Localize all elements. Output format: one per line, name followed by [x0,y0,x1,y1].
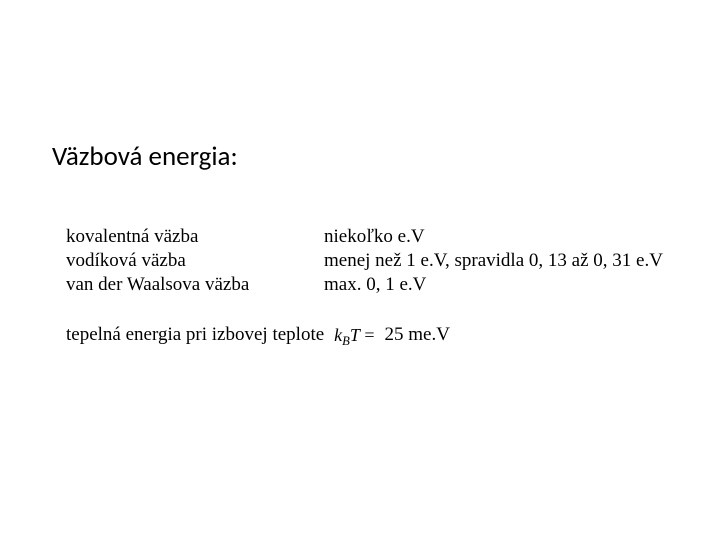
table-row: vodíková väzba menej než 1 e.V, spravidl… [66,249,663,273]
table-row: van der Waalsova väzba max. 0, 1 e.V [66,273,663,297]
bond-energy-value: menej než 1 e.V, spravidla 0, 13 až 0, 3… [324,249,663,273]
thermal-energy-label: tepelná energia pri izbovej teplote [66,324,324,346]
bond-energy-value: niekoľko e.V [324,225,663,249]
bond-energy-table: kovalentná väzba niekoľko e.V vodíková v… [66,225,663,296]
slide: Väzbová energia: kovalentná väzba niekoľ… [0,0,720,540]
table-row: kovalentná väzba niekoľko e.V [66,225,663,249]
bond-type-label: vodíková väzba [66,249,324,273]
bond-type-label: kovalentná väzba [66,225,324,249]
thermal-energy-value: 25 me.V [385,324,450,346]
bond-energy-value: max. 0, 1 e.V [324,273,663,297]
thermal-energy-line: tepelná energia pri izbovej teplote kBT … [66,324,450,346]
kbt-expression: kBT = [334,325,374,346]
slide-title: Väzbová energia: [52,140,238,173]
bond-type-label: van der Waalsova väzba [66,273,324,297]
